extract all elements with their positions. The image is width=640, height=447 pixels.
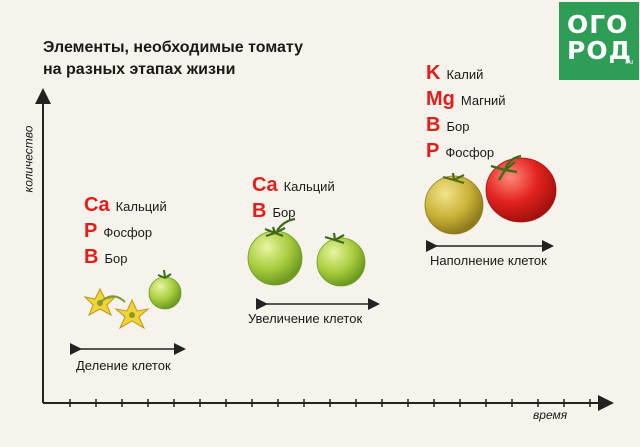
tomatoes-stage3	[424, 154, 557, 235]
element-symbol: B	[252, 200, 267, 222]
element-name: Бор	[104, 251, 128, 266]
nutrient-item: B Бор	[252, 200, 295, 223]
brand-logo[interactable]: ОГО РОД .ru	[559, 2, 639, 80]
stage-label: Увеличение клеток	[248, 311, 363, 326]
element-symbol: Ca	[84, 194, 110, 216]
element-name: Бор	[272, 205, 296, 220]
nutrient-item: K Калий	[426, 62, 483, 85]
nutrient-item: B Бор	[84, 246, 127, 269]
nutrient-item: Ca Кальций	[252, 174, 335, 197]
nutrient-item: Ca Кальций	[84, 194, 167, 217]
element-symbol: P	[426, 140, 440, 162]
stage-label: Деление клеток	[76, 358, 171, 373]
element-name: Фосфор	[445, 145, 495, 160]
element-symbol: P	[84, 220, 98, 242]
element-symbol: Mg	[426, 88, 455, 110]
tomato-stage1	[148, 269, 182, 310]
nutrient-item: Mg Магний	[426, 88, 506, 111]
element-name: Кальций	[115, 199, 167, 214]
logo-suffix: .ru	[624, 59, 633, 66]
stage-label: Наполнение клеток	[430, 253, 547, 268]
title-line-1: Элементы, необходимые томату	[43, 39, 303, 56]
element-name: Кальций	[283, 179, 335, 194]
nutrient-item: P Фосфор	[426, 140, 494, 163]
x-axis	[43, 395, 614, 411]
element-name: Магний	[460, 93, 506, 108]
nutrient-item: B Бор	[426, 114, 469, 137]
page-title: Элементы, необходимые томату на разных э…	[43, 37, 303, 81]
element-symbol: B	[84, 246, 99, 268]
tomatoes-stage2	[247, 217, 366, 287]
x-axis-label: время	[533, 408, 568, 422]
nutrient-item: P Фосфор	[84, 220, 152, 243]
element-name: Бор	[446, 119, 470, 134]
element-symbol: Ca	[252, 174, 278, 196]
y-axis-label: количество	[21, 125, 36, 193]
element-symbol: B	[426, 114, 441, 136]
flowers-illustration	[83, 287, 150, 330]
element-name: Калий	[446, 67, 484, 82]
element-name: Фосфор	[103, 225, 153, 240]
logo-line-1: ОГО	[567, 10, 629, 39]
title-line-2: на разных этапах жизни	[43, 61, 236, 78]
logo-line-2: РОД	[567, 36, 632, 65]
element-symbol: K	[426, 62, 441, 84]
